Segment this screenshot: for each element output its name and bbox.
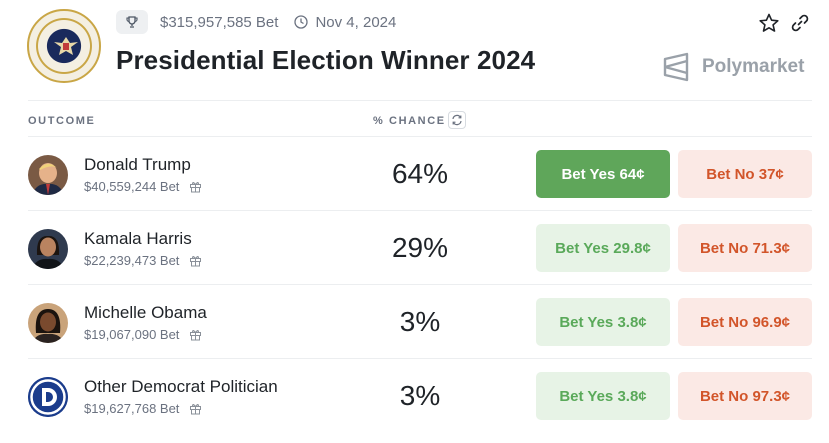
avatar-trump [28, 155, 68, 195]
clock-icon [294, 15, 309, 29]
market-header: $315,957,585 Bet Nov 4, 2024 Presidentia… [0, 0, 829, 100]
outcome-volume: $22,239,473 Bet [84, 253, 180, 268]
column-outcome: OUTCOME [28, 115, 96, 127]
gift-icon[interactable] [189, 328, 202, 341]
market-title: Presidential Election Winner 2024 [116, 45, 536, 75]
outcome-volume-line: $22,239,473 Bet [84, 253, 202, 268]
link-icon[interactable] [790, 13, 810, 33]
outcome-volume: $19,067,090 Bet [84, 327, 180, 342]
outcome-volume: $40,559,244 Bet [84, 179, 180, 194]
eagle-icon [54, 37, 78, 55]
market-meta: $315,957,585 Bet Nov 4, 2024 [116, 10, 396, 34]
bet-yes-button[interactable]: Bet Yes 3.8¢ [536, 372, 670, 420]
bet-yes-button[interactable]: Bet Yes 3.8¢ [536, 298, 670, 346]
bet-no-button[interactable]: Bet No 37¢ [678, 150, 812, 198]
column-chance: % CHANCE [373, 115, 446, 127]
presidential-seal-image [27, 9, 101, 83]
outcome-name[interactable]: Donald Trump [84, 155, 191, 174]
brand-name: Polymarket [702, 56, 805, 77]
gift-icon[interactable] [189, 254, 202, 267]
total-volume: $315,957,585 Bet [160, 13, 279, 31]
outcome-chance: 29% [391, 232, 449, 263]
outcome-chance: 3% [399, 380, 441, 411]
outcome-name[interactable]: Other Democrat Politician [84, 377, 278, 396]
bet-no-button[interactable]: Bet No 97.3¢ [678, 372, 812, 420]
outcome-volume-line: $19,627,768 Bet [84, 401, 202, 416]
outcome-chance: 3% [399, 306, 441, 337]
outcome-name[interactable]: Michelle Obama [84, 303, 207, 322]
outcome-volume-line: $19,067,090 Bet [84, 327, 202, 342]
bet-no-button[interactable]: Bet No 96.9¢ [678, 298, 812, 346]
outcome-chance: 64% [391, 158, 449, 189]
bet-yes-button[interactable]: Bet Yes 29.8¢ [536, 224, 670, 272]
outcome-volume-line: $40,559,244 Bet [84, 179, 202, 194]
outcome-volume: $19,627,768 Bet [84, 401, 180, 416]
table-header: OUTCOME % CHANCE [28, 100, 812, 137]
outcome-row[interactable]: Michelle Obama $19,067,090 Bet 3% Bet Ye… [28, 285, 812, 359]
avatar-harris [28, 229, 68, 269]
bet-yes-button[interactable]: Bet Yes 64¢ [536, 150, 670, 198]
end-date: Nov 4, 2024 [315, 13, 397, 31]
gift-icon[interactable] [189, 180, 202, 193]
star-icon[interactable] [758, 12, 780, 34]
democrat-logo-icon [28, 377, 68, 417]
avatar-obama [28, 303, 68, 343]
outcome-name[interactable]: Kamala Harris [84, 229, 192, 248]
polymarket-brand[interactable]: Polymarket [662, 50, 804, 84]
gift-icon[interactable] [189, 402, 202, 415]
outcome-row[interactable]: Donald Trump $40,559,244 Bet 64% Bet Yes… [28, 137, 812, 211]
outcome-row[interactable]: Other Democrat Politician $19,627,768 Be… [28, 359, 812, 433]
outcome-row[interactable]: Kamala Harris $22,239,473 Bet 29% Bet Ye… [28, 211, 812, 285]
trophy-icon [116, 10, 148, 34]
refresh-icon[interactable] [448, 111, 466, 129]
polymarket-logo-icon [663, 52, 689, 82]
bet-no-button[interactable]: Bet No 71.3¢ [678, 224, 812, 272]
